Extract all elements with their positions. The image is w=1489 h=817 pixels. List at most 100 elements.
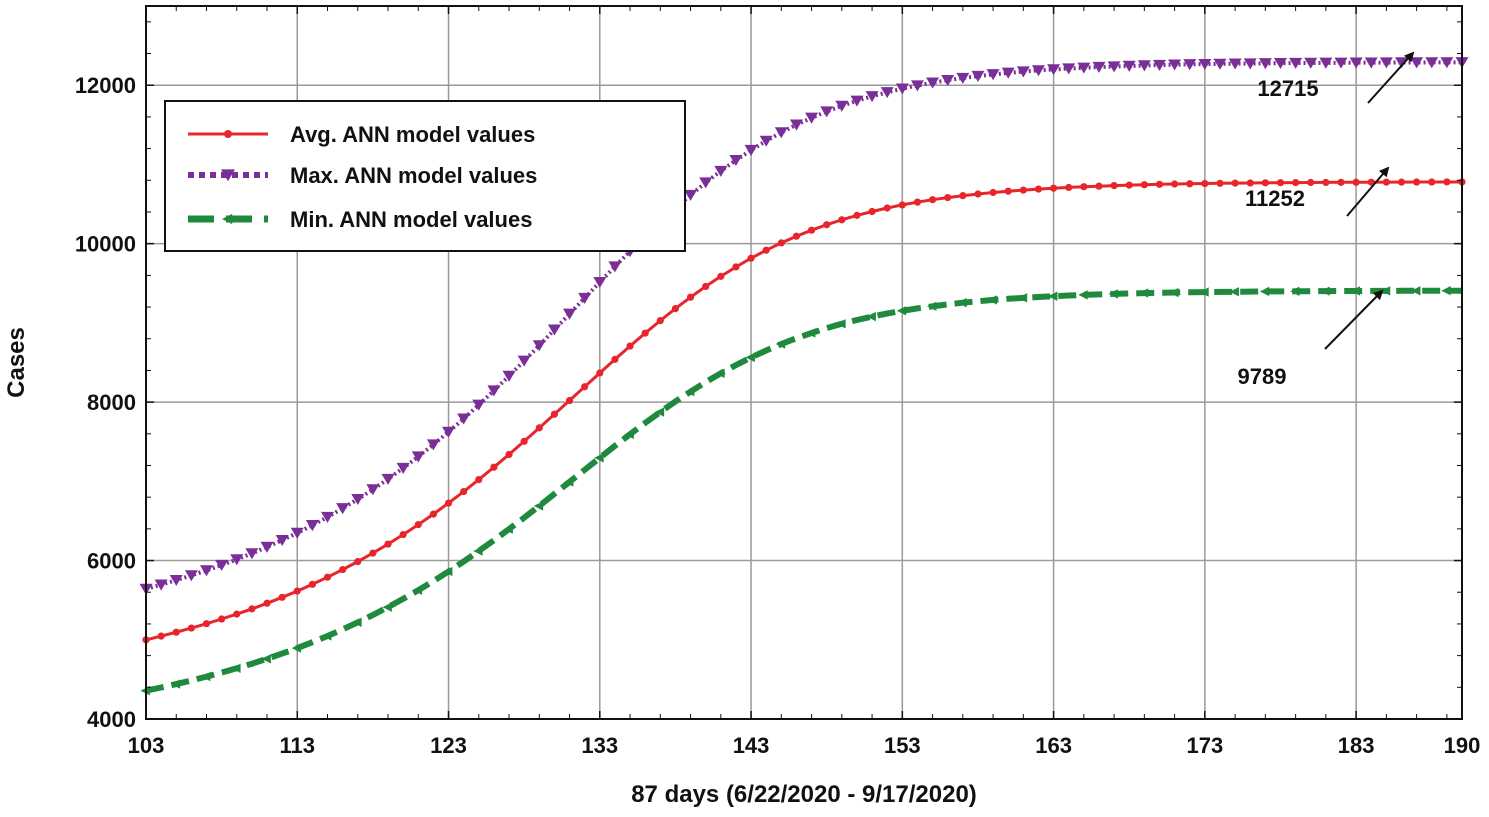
data-point bbox=[853, 211, 861, 219]
data-point bbox=[1428, 178, 1436, 186]
data-point bbox=[1443, 178, 1451, 186]
x-tick-label: 163 bbox=[1035, 733, 1072, 758]
data-point bbox=[762, 246, 770, 254]
data-point bbox=[792, 232, 801, 240]
data-point bbox=[1047, 64, 1061, 76]
data-point bbox=[944, 193, 952, 202]
data-point bbox=[1243, 58, 1257, 70]
data-point bbox=[1152, 59, 1166, 71]
legend-marker-min bbox=[222, 213, 233, 225]
data-point bbox=[956, 72, 970, 84]
data-point bbox=[429, 510, 438, 518]
y-axis-title: Cases bbox=[3, 327, 30, 398]
data-point bbox=[293, 587, 301, 595]
data-point bbox=[1031, 65, 1045, 77]
data-point bbox=[910, 80, 924, 92]
data-point bbox=[1229, 287, 1239, 297]
data-point bbox=[702, 282, 710, 291]
data-point bbox=[1017, 293, 1028, 303]
data-point bbox=[820, 106, 834, 118]
data-point bbox=[475, 475, 483, 484]
data-point bbox=[457, 413, 471, 425]
data-point bbox=[1095, 182, 1103, 190]
data-point bbox=[1048, 291, 1058, 301]
data-point bbox=[1170, 180, 1179, 188]
y-tick-label: 4000 bbox=[87, 707, 136, 732]
data-point bbox=[290, 527, 304, 539]
x-tick-label: 123 bbox=[430, 733, 467, 758]
data-point bbox=[245, 548, 259, 560]
annotations: 12715 11252 9789 bbox=[1238, 51, 1415, 389]
data-point bbox=[263, 599, 271, 607]
data-point bbox=[187, 624, 195, 632]
data-point bbox=[1364, 57, 1378, 69]
data-point bbox=[261, 654, 271, 664]
data-point bbox=[581, 383, 589, 391]
data-point bbox=[1334, 57, 1348, 69]
data-point bbox=[1049, 184, 1058, 192]
data-point bbox=[1213, 58, 1227, 70]
legend: Avg. ANN model values Max. ANN model valu… bbox=[164, 100, 686, 252]
data-point bbox=[1292, 178, 1300, 187]
data-point bbox=[717, 272, 725, 280]
data-point bbox=[1216, 179, 1224, 187]
series-max bbox=[139, 57, 1469, 595]
data-point bbox=[170, 679, 181, 689]
data-point bbox=[1080, 183, 1088, 191]
data-point bbox=[414, 520, 422, 529]
series-line bbox=[145, 287, 1462, 694]
data-point bbox=[502, 370, 516, 382]
data-point bbox=[715, 368, 725, 378]
data-point bbox=[1411, 286, 1421, 296]
data-point bbox=[352, 617, 362, 628]
data-point bbox=[157, 632, 165, 640]
data-point bbox=[699, 177, 713, 189]
data-point bbox=[215, 559, 229, 571]
data-point bbox=[550, 410, 559, 418]
data-point bbox=[503, 524, 513, 534]
data-point bbox=[957, 298, 967, 308]
data-point bbox=[443, 566, 453, 577]
value-annotation: 11252 bbox=[1245, 186, 1305, 211]
annotation-arrow bbox=[1324, 289, 1384, 350]
data-point bbox=[986, 69, 1000, 81]
data-point bbox=[775, 339, 786, 349]
data-point bbox=[169, 575, 183, 587]
data-point bbox=[805, 112, 819, 124]
data-point bbox=[1077, 62, 1091, 74]
data-point bbox=[1258, 58, 1272, 70]
data-point bbox=[928, 196, 937, 204]
data-point bbox=[823, 221, 831, 229]
data-point bbox=[654, 407, 665, 417]
data-point bbox=[490, 463, 498, 471]
data-point bbox=[1062, 63, 1076, 75]
data-point bbox=[1138, 288, 1149, 298]
data-point bbox=[1107, 61, 1121, 73]
data-point bbox=[1125, 181, 1133, 189]
data-point bbox=[974, 190, 982, 198]
data-point bbox=[291, 643, 302, 653]
data-point bbox=[460, 487, 468, 496]
data-point bbox=[1246, 179, 1254, 187]
data-point bbox=[641, 329, 649, 337]
data-point bbox=[926, 77, 940, 89]
data-point bbox=[1289, 57, 1303, 69]
x-tick-label: 103 bbox=[128, 733, 165, 758]
data-point bbox=[336, 503, 350, 515]
data-point bbox=[1276, 179, 1285, 187]
data-point bbox=[865, 91, 879, 103]
data-point bbox=[260, 541, 274, 553]
series-layer bbox=[139, 57, 1469, 696]
data-point bbox=[184, 570, 198, 582]
legend-box bbox=[164, 100, 686, 252]
x-tick-label: 113 bbox=[280, 733, 316, 758]
data-point bbox=[729, 154, 743, 167]
data-point bbox=[789, 119, 803, 131]
data-point bbox=[366, 484, 380, 496]
data-point bbox=[1349, 57, 1363, 69]
data-point bbox=[1307, 178, 1315, 187]
y-tick-label: 8000 bbox=[87, 390, 136, 415]
data-point bbox=[565, 396, 574, 405]
